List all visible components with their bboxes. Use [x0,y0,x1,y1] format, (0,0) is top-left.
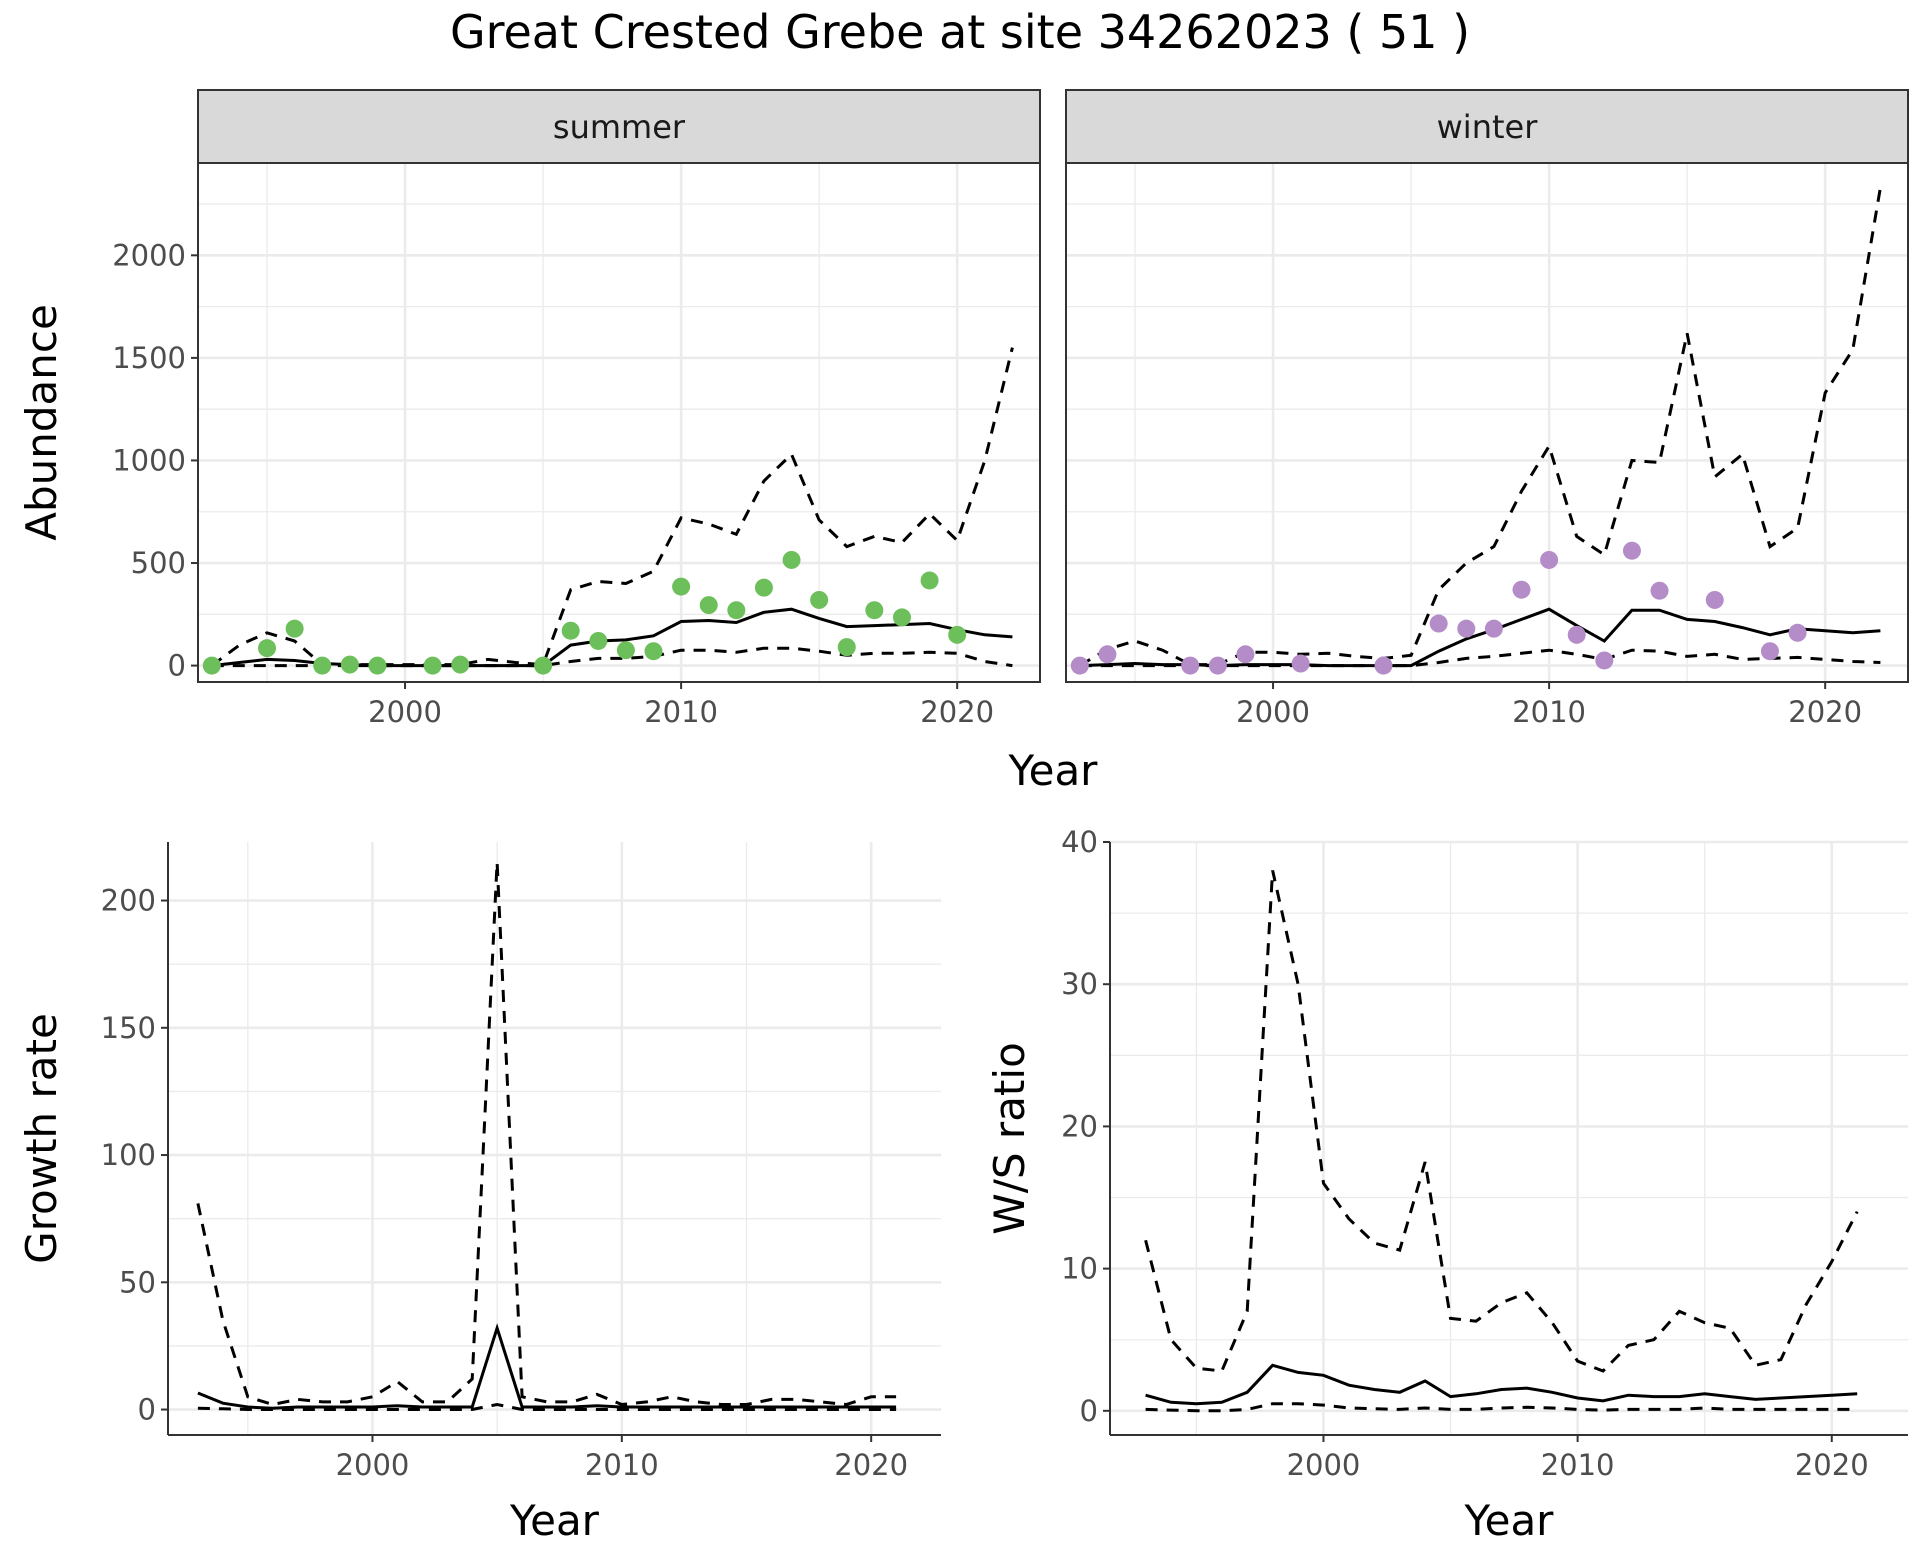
mean-line [197,1323,897,1410]
ws-ratio-y-tick-label: 30 [1061,967,1098,1001]
ws-ratio-panel: 0 10 20 30 40 2000 2010 2020 Year W/S ratio [985,825,1908,1545]
observation-point [1374,656,1393,675]
growth-rate-x-tick-label: 2020 [834,1448,908,1482]
facet-strip-label: winter [1437,108,1539,146]
observation-point [423,656,442,675]
observation-point [727,601,746,620]
observation-point [1567,625,1586,644]
observation-point [534,656,553,675]
upper-bound-line [1079,187,1882,667]
growth-rate-y-tick-label: 200 [101,884,156,918]
abundance-panel-winter: 2000 2010 2020 winter [1065,89,1909,729]
abundance-winter-x-tick-label: 2000 [1236,695,1310,729]
facet-strip [1065,89,1909,164]
observation-point [865,601,884,620]
observation-point [1070,656,1089,675]
observation-point [1650,581,1669,600]
upper-bound-line [1144,870,1859,1373]
abundance-summer-x-tick-label: 2000 [368,695,442,729]
observation-point [1181,656,1200,675]
growth-rate-x-tick-label: 2010 [585,1448,659,1482]
panel-background [1066,163,1908,682]
observation-point [340,655,359,674]
abundance-winter-x-tick-label: 2010 [1512,695,1586,729]
ws-ratio-y-tick-label: 0 [1080,1394,1098,1428]
observation-point [368,656,387,675]
facet-strip [197,89,1041,164]
abundance-summer-y-tick-label: 1500 [112,341,186,375]
observation-point [1705,590,1724,609]
observation-point [1236,645,1255,664]
observation-point [644,642,663,661]
abundance-summer-y-tick-label: 500 [131,546,186,580]
observation-point [1208,656,1227,675]
observation-point [1098,645,1117,664]
observation-point [672,577,691,596]
observation-point [1429,614,1448,633]
observation-point [451,655,470,674]
ws-ratio-x-tick-label: 2020 [1795,1448,1869,1482]
observation-point [892,608,911,627]
growth-rate-y-tick-label: 100 [101,1138,156,1172]
observation-point [1457,619,1476,638]
ws-ratio-y-axis-title: W/S ratio [985,1042,1034,1235]
ws-ratio-x-axis-title: Year [1464,1496,1555,1545]
observation-point [313,656,332,675]
lower-bound-line [1145,1402,1858,1413]
observation-point [285,619,304,638]
observation-point [699,596,718,615]
observation-point [754,578,773,597]
mean-line [1145,1363,1858,1406]
ws-ratio-y-tick-label: 10 [1061,1252,1098,1286]
ws-ratio-y-tick-label: 40 [1061,825,1098,859]
growth-rate-y-tick-label: 150 [101,1011,156,1045]
observation-point [1622,541,1641,560]
upper-bound-line [196,862,897,1407]
panel-background [198,163,1040,682]
observation-point [810,590,829,609]
observation-point [1512,580,1531,599]
growth-rate-y-tick-label: 0 [138,1393,156,1427]
observation-point [589,631,608,650]
growth-rate-y-axis-title: Growth rate [17,1013,66,1264]
lower-bound-line [197,1402,897,1411]
figure-title: Great Crested Grebe at site 34262023 ( 5… [450,5,1470,59]
observation-point [920,571,939,590]
observation-point [1595,651,1614,670]
observation-point [948,625,967,644]
ws-ratio-y-tick-label: 20 [1061,1109,1098,1143]
observation-point [1291,654,1310,673]
growth-rate-x-axis-title: Year [509,1496,600,1545]
observation-point [1760,642,1779,661]
abundance-y-axis-title: Abundance [17,304,66,541]
abundance-summer-x-tick-label: 2010 [644,695,718,729]
abundance-summer-y-tick-label: 2000 [112,238,186,272]
abundance-summer-y-tick-label: 0 [168,649,186,683]
ws-ratio-x-tick-label: 2000 [1287,1448,1361,1482]
observation-point [258,639,277,658]
observation-point [1484,619,1503,638]
observation-point [1788,623,1807,642]
observation-point [202,656,221,675]
observation-point [837,638,856,657]
abundance-summer-x-tick-label: 2020 [920,695,994,729]
observation-point [782,550,801,569]
ws-ratio-x-tick-label: 2010 [1541,1448,1615,1482]
abundance-summer-y-tick-label: 1000 [112,443,186,477]
abundance-winter-x-tick-label: 2020 [1788,695,1862,729]
facet-strip-label: summer [553,108,686,146]
abundance-x-axis-title: Year [1008,746,1099,795]
observation-point [561,621,580,640]
growth-rate-x-tick-label: 2000 [336,1448,410,1482]
growth-rate-y-tick-label: 50 [119,1265,156,1299]
growth-rate-panel: 0 50 100 150 200 2000 2010 2020 Year Growth rate [17,842,941,1545]
abundance-panel-summer: 0 500 1000 1500 2000 2000 2010 2020 summer [112,89,1041,729]
observation-point [616,641,635,660]
observation-point [1540,550,1559,569]
